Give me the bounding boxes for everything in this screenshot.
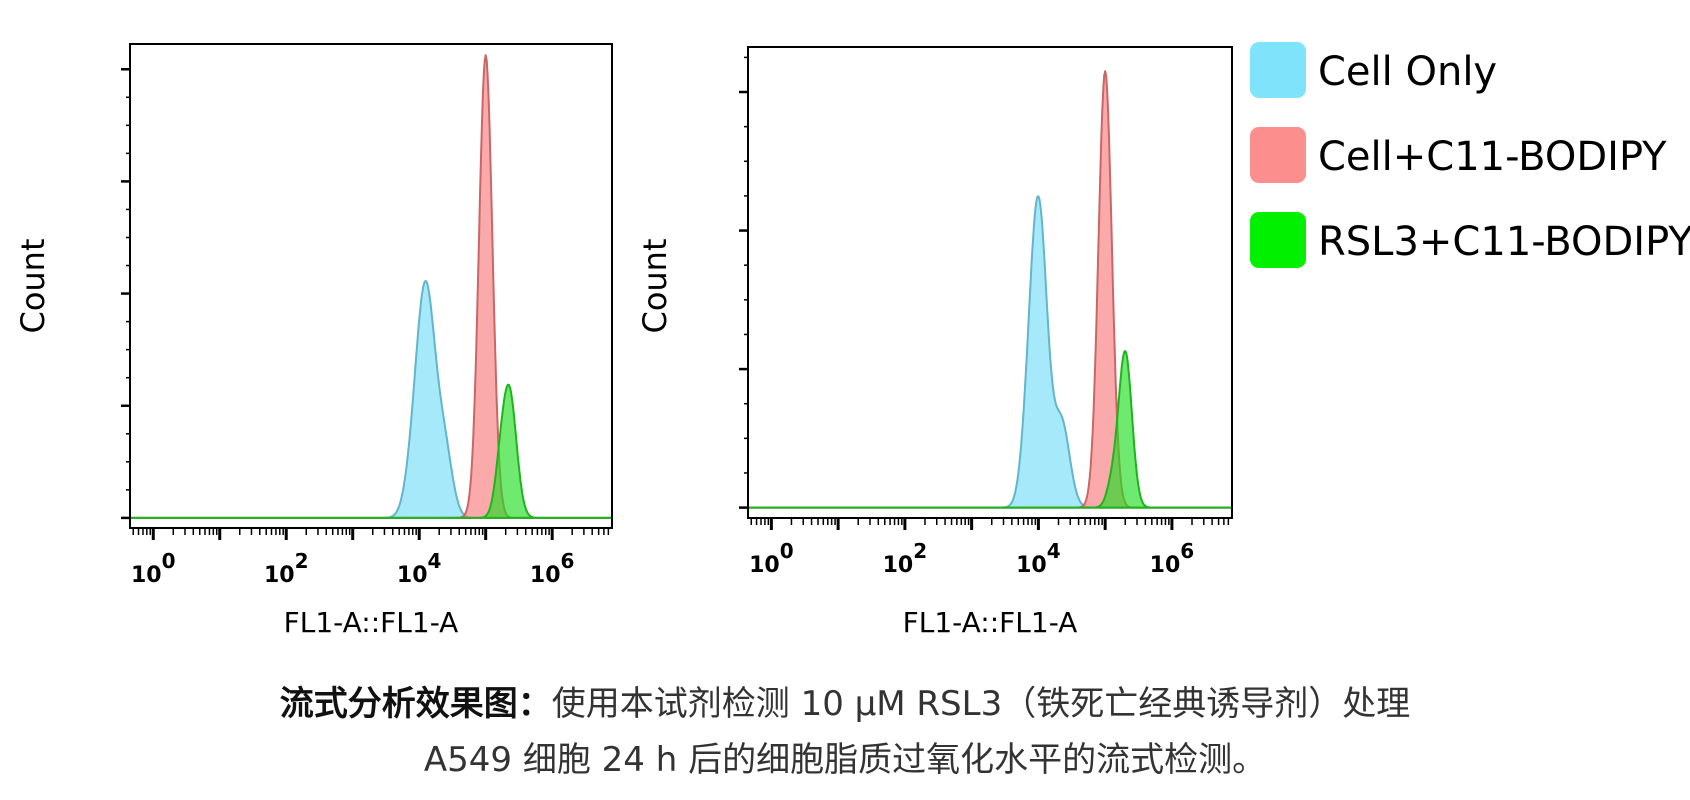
series-cell-only <box>747 195 1233 509</box>
x-tick-base: 10 <box>397 563 428 588</box>
legend-swatch <box>1250 127 1306 183</box>
x-tick-base: 10 <box>1016 553 1047 578</box>
x-tick-label: 104 <box>1016 539 1061 578</box>
x-tick-base: 10 <box>749 553 780 578</box>
x-axis-label: FL1-A::FL1-A <box>903 606 1078 639</box>
x-tick-label: 106 <box>1150 539 1195 578</box>
legend-label: Cell+C11-BODIPY <box>1318 134 1667 180</box>
x-tick-base: 10 <box>131 563 162 588</box>
x-tick-label: 102 <box>264 549 309 588</box>
x-tick-exponent: 0 <box>780 539 794 563</box>
series-cell-c11-bodipy <box>129 54 613 519</box>
x-tick-label: 100 <box>749 539 794 578</box>
caption-line-1: 流式分析效果图：使用本试剂检测 10 µM RSL3（铁死亡经典诱导剂）处理 <box>0 676 1690 725</box>
x-tick-exponent: 4 <box>428 549 442 573</box>
y-axis-label: Count <box>14 238 52 333</box>
legend: Cell Only Cell+C11-BODIPY RSL3+C11-BODIPY <box>1250 42 1690 268</box>
caption-title: 流式分析效果图： <box>279 684 552 724</box>
plot-frame <box>747 46 1233 519</box>
x-axis-label: FL1-A::FL1-A <box>284 606 459 639</box>
x-tick-base: 10 <box>530 563 561 588</box>
x-tick-label: 100 <box>131 549 176 588</box>
x-tick-label: 102 <box>883 539 928 578</box>
x-tick-base: 10 <box>1150 553 1181 578</box>
legend-swatch <box>1250 42 1306 98</box>
legend-label: Cell Only <box>1318 49 1497 95</box>
caption-text-2: A549 细胞 24 h 后的细胞脂质过氧化水平的流式检测。 <box>423 740 1267 780</box>
x-tick-exponent: 4 <box>1047 539 1061 563</box>
x-tick-base: 10 <box>264 563 295 588</box>
x-tick-exponent: 0 <box>162 549 176 573</box>
legend-label: RSL3+C11-BODIPY <box>1318 219 1690 265</box>
series-rsl3-c11-bodipy <box>747 350 1233 509</box>
x-tick-exponent: 2 <box>295 549 309 573</box>
x-tick-exponent: 6 <box>561 549 575 573</box>
legend-swatch <box>1250 212 1306 268</box>
plot-frame <box>129 43 613 529</box>
series-cell-c11-bodipy <box>747 70 1233 509</box>
x-tick-label: 104 <box>397 549 442 588</box>
x-tick-base: 10 <box>883 553 914 578</box>
x-tick-exponent: 6 <box>1180 539 1194 563</box>
x-tick-exponent: 2 <box>913 539 927 563</box>
y-axis-label: Count <box>636 238 674 333</box>
caption-line-2: A549 细胞 24 h 后的细胞脂质过氧化水平的流式检测。 <box>0 732 1690 781</box>
caption-text-1: 使用本试剂检测 10 µM RSL3（铁死亡经典诱导剂）处理 <box>551 684 1411 724</box>
series-cell-only <box>129 280 613 519</box>
x-tick-label: 106 <box>530 549 575 588</box>
series-rsl3-c11-bodipy <box>129 383 613 519</box>
